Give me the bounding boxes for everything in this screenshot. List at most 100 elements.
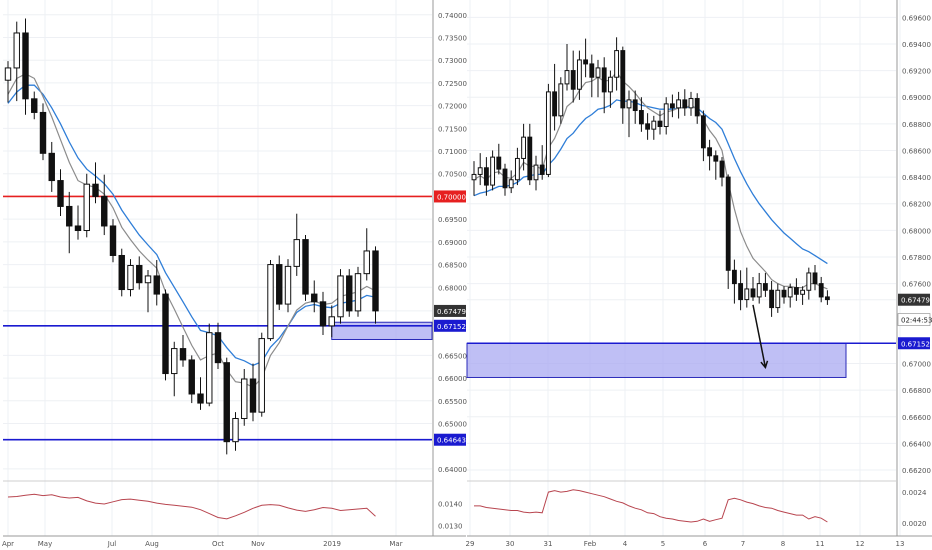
candle-up	[206, 332, 213, 404]
level-price-tag-text: 0.70000	[437, 193, 466, 201]
candle-down	[311, 293, 318, 303]
candle-up	[800, 289, 806, 295]
candle-down	[589, 63, 595, 78]
candle-up	[688, 98, 694, 109]
countdown-tag	[897, 313, 931, 326]
ema-fast-line	[473, 70, 828, 290]
x-tick-label: 7	[741, 540, 745, 548]
candle-down	[818, 283, 824, 298]
panel-background	[3, 0, 466, 550]
x-tick-label: 6	[703, 540, 708, 548]
x-tick-label: 30	[506, 540, 515, 548]
y-tick-label: 0.72000	[438, 103, 467, 111]
candle-up	[337, 275, 344, 318]
x-tick-label: 29	[466, 540, 475, 548]
x-tick-label: Nov	[251, 540, 265, 548]
candle-up	[626, 99, 632, 109]
candle-down	[527, 136, 533, 181]
candle-up	[756, 283, 762, 298]
candle-down	[645, 123, 651, 130]
candle-down	[750, 288, 756, 298]
y-tick-label: 0.68000	[438, 284, 467, 292]
candle-down	[346, 275, 353, 312]
candle-up	[595, 67, 601, 78]
indicator-line	[7, 493, 376, 520]
indicator-tick-label: 0.0024	[902, 489, 927, 497]
y-tick-label: 0.67000	[902, 360, 931, 368]
y-tick-label: 0.67600	[902, 281, 931, 289]
current-price-tag-text: 0.67479	[437, 308, 466, 316]
candle-up	[258, 338, 265, 413]
candle-down	[657, 120, 663, 127]
y-tick-label: 0.66400	[902, 440, 931, 448]
y-tick-label: 0.66600	[902, 414, 931, 422]
intraday-chart-panel[interactable]: 0.69600 0.69400 0.69200 0.69000 0.68800 0.686…	[466, 0, 932, 550]
level-price-tag	[898, 337, 930, 350]
candle-up	[533, 164, 539, 181]
candle-down	[682, 99, 688, 109]
candle-down	[57, 180, 64, 207]
candle-down	[700, 115, 706, 149]
x-tick-label: Aug	[145, 540, 159, 548]
candle-up	[564, 70, 570, 85]
y-tick-label: 0.68000	[902, 227, 931, 235]
candle-down	[824, 296, 830, 301]
y-tick-label: 0.67800	[902, 254, 931, 262]
candle-up	[514, 157, 520, 181]
candle-down	[738, 283, 744, 301]
candle-down	[249, 378, 257, 413]
candle-up	[490, 156, 496, 186]
candle-down	[101, 195, 108, 227]
candle-down	[769, 289, 775, 309]
x-tick-label: May	[38, 540, 52, 548]
x-tick-label: Mar	[389, 540, 402, 548]
candle-down	[762, 283, 768, 291]
x-tick-label: 2019	[323, 540, 341, 548]
candle-up	[13, 32, 20, 69]
y-tick-label: 0.69600	[902, 14, 931, 22]
y-tick-label: 0.68200	[902, 201, 931, 209]
current-price-tag-text: 0.67479	[901, 297, 930, 305]
candle-up	[676, 99, 682, 109]
y-tick-label: 0.69200	[902, 68, 931, 76]
candle-down	[552, 91, 558, 117]
y-tick-label: 0.73500	[438, 35, 467, 43]
x-tick-label: 8	[781, 540, 785, 548]
candle-up	[521, 136, 527, 159]
y-tick-label: 0.69000	[902, 94, 931, 102]
y-tick-label: 0.65000	[438, 421, 467, 429]
candle-down	[276, 264, 283, 305]
y-tick-label: 0.72500	[438, 80, 467, 88]
candle-down	[638, 110, 644, 125]
candle-down	[179, 348, 187, 361]
candle-down	[372, 250, 379, 312]
candle-down	[48, 152, 55, 182]
level-price-tag	[434, 433, 466, 446]
y-tick-label: 0.66500	[438, 352, 467, 360]
y-tick-label: 0.69400	[902, 41, 931, 49]
candle-up	[4, 67, 12, 81]
y-tick-label: 0.64000	[438, 466, 467, 474]
candle-up	[576, 59, 582, 90]
x-tick-label: 11	[816, 540, 825, 548]
candle-down	[483, 167, 489, 186]
level-price-tag-text: 0.67152	[437, 323, 466, 331]
candle-up	[232, 418, 239, 443]
x-tick-label: Oct	[212, 540, 224, 548]
candle-down	[731, 269, 737, 285]
candle-up	[558, 83, 564, 117]
x-tick-label: 12	[856, 540, 865, 548]
candle-down	[74, 225, 82, 232]
candle-down	[781, 289, 787, 298]
weekly-chart-panel[interactable]: Key Demand Zone0.740000.735000.730000.72…	[2, 0, 673, 550]
indicator-tick-label: 0.0140	[438, 501, 463, 509]
candle-down	[793, 287, 799, 295]
candle-down	[22, 32, 29, 100]
indicator-line	[474, 489, 828, 523]
candle-up	[508, 179, 514, 189]
candle-up	[363, 250, 370, 275]
countdown-tag-text: 02:44:53	[901, 317, 932, 325]
x-tick-label: 31	[544, 540, 553, 548]
candle-down	[725, 176, 731, 271]
